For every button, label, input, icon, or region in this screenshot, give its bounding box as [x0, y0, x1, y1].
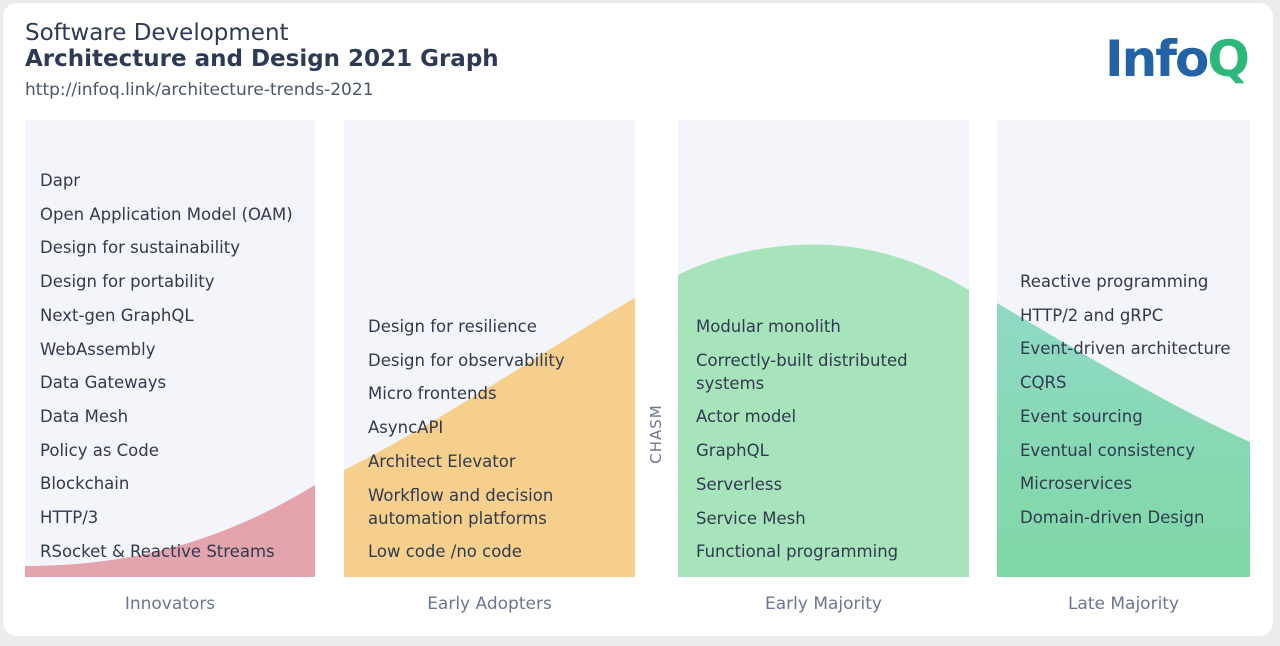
trend-item: Event-driven architecture — [1020, 339, 1231, 359]
trend-item: HTTP/3 — [40, 508, 99, 527]
trend-item: Correctly-built distributed systems — [696, 350, 908, 393]
stage-label-early-majority: Early Majority — [765, 594, 882, 614]
trend-item: HTTP/2 and gRPC — [1020, 305, 1164, 325]
trend-item: Open Application Model (OAM) — [40, 204, 293, 224]
header-title: Software Development — [25, 20, 289, 46]
stage-label-late-majority: Late Majority — [1067, 594, 1180, 614]
trend-item: Dapr — [40, 171, 81, 190]
innovators-curve — [25, 485, 315, 577]
early-adopters-curve — [344, 298, 635, 577]
trend-item: GraphQL — [696, 441, 769, 461]
trend-item: Modular monolith — [696, 317, 841, 336]
trend-item: Functional programming — [696, 542, 899, 562]
stage-label-early-adopters: Early Adopters — [427, 594, 552, 614]
trend-item: Domain-driven Design — [1020, 507, 1205, 527]
column-innovators: Dapr Open Application Model (OAM) Design f… — [25, 120, 315, 577]
trend-item: Serverless — [696, 474, 783, 494]
column-late-majority: Reactive programming HTTP/2 and gRPC Event… — [997, 120, 1250, 577]
trend-item: Design for sustainability — [40, 238, 240, 258]
trend-item: Data Gateways — [40, 373, 167, 393]
chasm-label: CHASM — [647, 404, 665, 464]
infoq-logo[interactable]: InfoQ — [1105, 30, 1250, 88]
logo-text-info: Info — [1105, 30, 1209, 88]
early-adopters-area — [344, 298, 635, 577]
early-majority-curve — [678, 244, 969, 577]
trend-item: Architect Elevator — [368, 451, 516, 471]
header-url[interactable]: http://infoq.link/architecture-trends-20… — [25, 80, 374, 100]
late-majority-curve — [997, 303, 1250, 577]
trend-item: Workflow and decision automation platform… — [368, 485, 554, 528]
trend-item: WebAssembly — [40, 339, 156, 359]
trend-item: AsyncAPI — [368, 418, 444, 438]
trend-item: Design for portability — [40, 272, 215, 292]
late-majority-area — [997, 303, 1250, 577]
stage-label-innovators: Innovators — [124, 594, 216, 614]
trend-item: Policy as Code — [40, 440, 159, 460]
trend-item: RSocket & Reactive Streams — [40, 541, 275, 561]
trend-item: Low code /no code — [368, 542, 522, 562]
column-early-adopters: Design for resilience Design for observab… — [344, 120, 635, 577]
trend-item: Micro frontends — [368, 384, 497, 404]
trend-item: Reactive programming — [1020, 272, 1209, 291]
logo-text-q: Q — [1207, 30, 1249, 88]
trend-item: Service Mesh — [696, 508, 806, 528]
trend-item: Design for observability — [368, 350, 565, 370]
trend-item: Microservices — [1020, 474, 1133, 494]
header-subtitle: Architecture and Design 2021 Graph — [25, 46, 499, 72]
column-early-majority: Modular monolith Correctly-built distribu… — [678, 120, 969, 577]
innovators-area — [25, 485, 315, 577]
trend-item: Eventual consistency — [1020, 440, 1195, 460]
trend-item: Actor model — [696, 407, 797, 427]
early-majority-area — [678, 244, 969, 577]
trend-item: Data Mesh — [40, 406, 129, 426]
trend-item: Next-gen GraphQL — [40, 305, 194, 325]
trend-item: Design for resilience — [368, 317, 537, 336]
trend-item: Event sourcing — [1020, 406, 1143, 426]
trend-item: CQRS — [1020, 373, 1067, 393]
trend-item: Blockchain — [40, 474, 130, 494]
